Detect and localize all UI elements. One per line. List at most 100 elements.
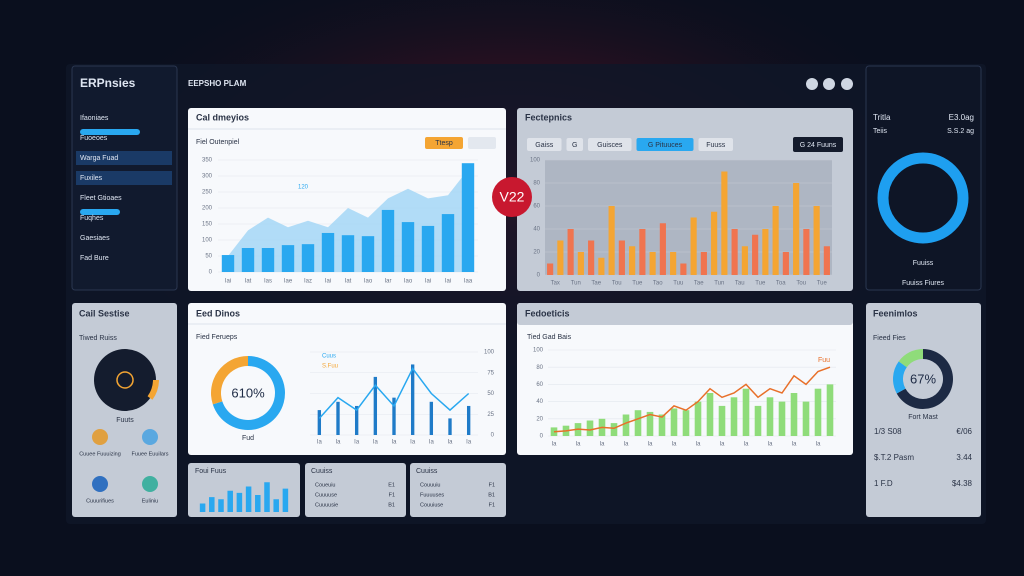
- bar: [629, 246, 636, 275]
- line: [553, 366, 831, 433]
- menu-item[interactable]: Fuxiles: [80, 175, 103, 182]
- annotation: 120: [298, 185, 309, 191]
- x-tick-label: Ia: [373, 440, 379, 446]
- panel-title: Fedoeticis: [525, 308, 570, 318]
- button[interactable]: [468, 137, 496, 149]
- panel-title: Cuuiss: [311, 468, 333, 475]
- button[interactable]: [588, 138, 632, 151]
- menu-item[interactable]: Fleet Gtioaes: [80, 195, 122, 202]
- menu-item[interactable]: Fad Bure: [80, 255, 109, 262]
- y-tick-label: 300: [202, 174, 213, 180]
- x-tick-label: Ia: [551, 442, 557, 448]
- bar: [264, 482, 270, 512]
- bar: [255, 495, 261, 512]
- menu-item[interactable]: Ifaoniaes: [80, 115, 109, 122]
- bar: [301, 244, 315, 272]
- y-tick-label: 60: [533, 204, 540, 210]
- row-cell: F1: [389, 492, 395, 498]
- panel-subtitle: Fiel Outenpiel: [196, 139, 240, 146]
- x-tick-label: Ia: [791, 442, 797, 448]
- x-tick-label: Iat: [345, 279, 352, 285]
- x-tick-label: Ia: [354, 440, 360, 446]
- row-cell: Cuuuusie: [315, 502, 338, 508]
- icon[interactable]: [841, 78, 853, 90]
- bar: [618, 240, 625, 275]
- bar: [658, 414, 666, 436]
- x-tick-label: Tue: [632, 281, 643, 287]
- button[interactable]: [566, 138, 584, 151]
- bar: [567, 229, 574, 275]
- row-cell: F1: [489, 482, 495, 488]
- button[interactable]: [698, 138, 734, 151]
- y-tick-label: 20: [536, 416, 543, 422]
- bar: [441, 214, 455, 272]
- x-tick-label: Iai: [225, 279, 231, 285]
- x-tick-label: Ia: [391, 440, 397, 446]
- bar: [670, 408, 678, 436]
- menu-item[interactable]: Warga Fuad: [80, 155, 118, 162]
- bar: [752, 234, 759, 275]
- bar: [670, 252, 677, 275]
- x-tick-label: Ia: [695, 442, 701, 448]
- x-tick-label: Tun: [714, 281, 724, 287]
- panel-subtitle: Tiwed Ruiss: [79, 335, 117, 342]
- icon[interactable]: [823, 78, 835, 90]
- panel: [866, 303, 981, 517]
- panel-title: Foui Fuus: [195, 468, 227, 475]
- caption: Fuuiss: [913, 260, 934, 267]
- x-tick-label: Ia: [623, 442, 629, 448]
- donut-segment: [211, 356, 248, 405]
- x-tick-label: Ia: [466, 440, 472, 446]
- menu-item[interactable]: Fuqhes: [80, 215, 104, 222]
- y-tick-label: 50: [205, 254, 212, 260]
- x-tick-label: Iaz: [304, 279, 312, 285]
- panel: [188, 463, 300, 517]
- y-tick-label: 100: [533, 348, 544, 354]
- button-label: G: [572, 142, 577, 149]
- menu-bar: [80, 129, 140, 135]
- bar: [823, 246, 830, 275]
- bar: [221, 255, 235, 272]
- bar: [694, 401, 702, 436]
- bar: [209, 497, 215, 512]
- bar: [730, 397, 738, 436]
- bar: [814, 388, 822, 436]
- x-tick-label: Ia: [575, 442, 581, 448]
- bar: [634, 410, 642, 436]
- bar: [282, 488, 289, 512]
- label: Tritla: [873, 113, 891, 122]
- bar: [778, 401, 786, 436]
- item-label: Euliniu: [142, 498, 159, 504]
- button[interactable]: [425, 137, 463, 149]
- x-tick-label: Ia: [410, 440, 416, 446]
- panel-subtitle: Fied Ferueps: [196, 334, 238, 341]
- x-tick-label: Tau: [735, 281, 745, 287]
- button[interactable]: [793, 137, 843, 152]
- bar: [790, 393, 798, 436]
- row-cell: E1: [388, 482, 395, 488]
- bar: [241, 248, 255, 272]
- item-label: Fuuee Euuilars: [132, 451, 169, 457]
- menu-item[interactable]: Gaesiaes: [80, 235, 110, 242]
- bar: [401, 222, 415, 272]
- button[interactable]: [527, 138, 562, 151]
- icon[interactable]: [806, 78, 818, 90]
- x-tick-label: Ias: [264, 279, 272, 285]
- bar: [577, 252, 584, 275]
- row-cell: $4.38: [952, 479, 973, 488]
- button-label: G 24 Fuuns: [800, 142, 837, 149]
- bar: [608, 206, 615, 275]
- bar: [236, 492, 243, 512]
- bar: [700, 252, 707, 275]
- button[interactable]: [636, 138, 694, 151]
- bar: [373, 376, 378, 435]
- x-tick-label: Iaa: [464, 279, 473, 285]
- row-cell: Cuuuuse: [315, 492, 337, 498]
- legend: Fuu: [818, 357, 830, 364]
- button-label: G Pituuces: [648, 142, 683, 149]
- bar: [361, 236, 375, 272]
- menu-item[interactable]: Fuoeoes: [80, 135, 108, 142]
- panel-title: Cal dmeyios: [196, 112, 249, 122]
- bar: [321, 232, 335, 272]
